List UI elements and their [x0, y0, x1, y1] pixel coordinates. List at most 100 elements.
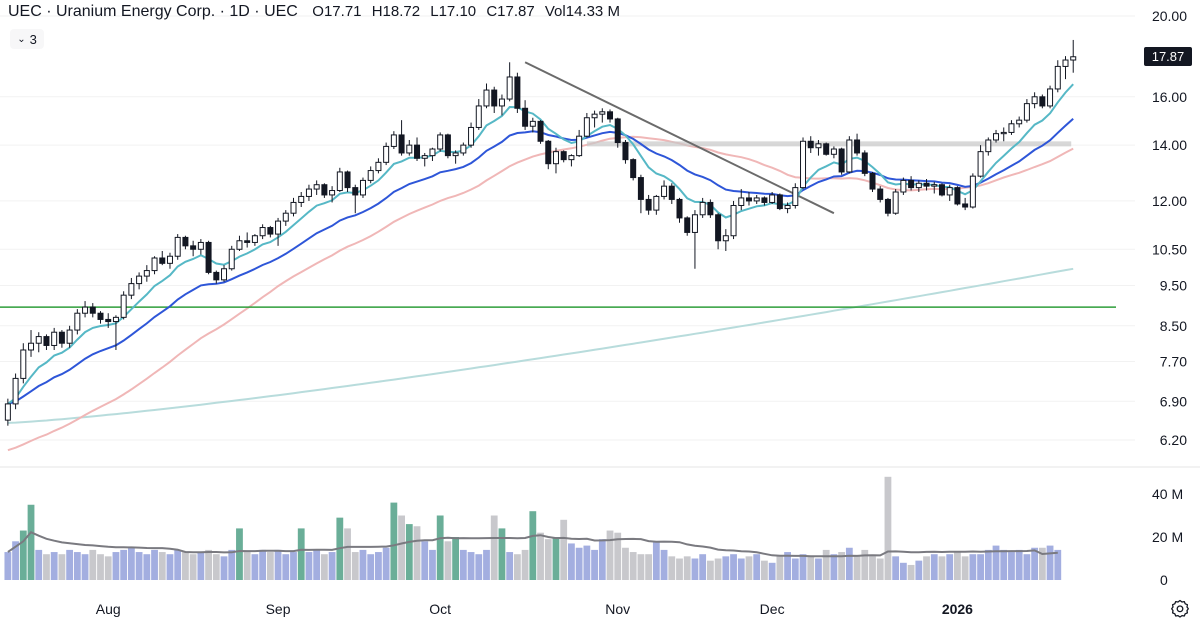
candle	[707, 199, 714, 218]
time-axis[interactable]: Aug Sep Oct Nov Dec 2026	[96, 601, 973, 617]
sma-200-path	[7, 267, 1074, 424]
candle	[915, 180, 922, 192]
candle-body-up	[82, 306, 89, 314]
candle	[776, 193, 783, 211]
downtrend-line[interactable]	[524, 61, 835, 215]
candle	[745, 191, 752, 206]
candle-body-up	[800, 140, 807, 189]
volume-bar	[915, 560, 923, 580]
candle	[892, 189, 899, 215]
candle-body-up	[166, 255, 173, 264]
high-value: H18.72	[371, 3, 421, 20]
candle-body-up	[112, 316, 119, 323]
candle-body-down	[1039, 96, 1046, 107]
candle-body-up	[136, 275, 143, 285]
volume-bar	[784, 552, 791, 580]
candle-body-up	[931, 184, 938, 187]
candle	[591, 110, 598, 128]
volume-bar	[861, 549, 869, 580]
volume-bar	[606, 530, 614, 580]
volume-bar	[699, 554, 707, 580]
symbol-title[interactable]: UEC · Uranium Energy Corp. · 1D · UEC	[8, 3, 298, 20]
candle	[792, 183, 799, 209]
candle-body-up	[375, 161, 382, 172]
volume-bar	[174, 549, 182, 580]
candle	[352, 184, 359, 214]
candle-body-up	[298, 195, 305, 203]
volume-axis[interactable]: 40 M 20 M 0	[1152, 486, 1183, 588]
volume-bar	[382, 547, 390, 580]
candle	[174, 234, 181, 260]
candle-body-down	[58, 331, 65, 344]
candle	[684, 216, 691, 236]
candle-body-up	[1054, 65, 1061, 90]
volume-bars	[4, 476, 1062, 580]
candle-body-up	[1047, 88, 1054, 107]
trendline[interactable]	[524, 61, 835, 215]
candle	[607, 109, 614, 123]
volume-bar	[745, 556, 753, 580]
open-value: O17.71	[312, 3, 362, 20]
candle	[583, 112, 590, 138]
candle-body-up	[437, 134, 444, 150]
volume-bar	[197, 552, 205, 580]
time-tick-label: Nov	[605, 601, 630, 617]
candle-body-up	[313, 184, 320, 190]
volume-bar	[97, 554, 104, 580]
candle-body-down	[159, 257, 166, 264]
candle-body-up	[846, 139, 853, 173]
price-tick-label: 20.00	[1152, 8, 1187, 24]
candle-body-down	[676, 198, 683, 219]
candle-body-down	[190, 245, 197, 250]
candle-body-down	[522, 107, 529, 127]
volume-bar	[815, 558, 822, 580]
candle-body-up	[468, 126, 475, 146]
chevron-down-icon: ⌄	[17, 33, 26, 45]
close-value: C17.87	[486, 3, 535, 20]
candle-body-up	[421, 155, 428, 159]
volume-bar	[127, 547, 135, 580]
candle	[830, 146, 837, 159]
volume-bar	[58, 554, 66, 580]
volume-bar	[598, 539, 606, 580]
candle	[954, 186, 961, 206]
volume-bar	[791, 558, 799, 580]
candle	[429, 147, 436, 161]
candle	[244, 232, 251, 248]
volume-bar	[251, 554, 259, 580]
volume-bar	[436, 515, 444, 580]
candle	[753, 194, 760, 204]
candle	[722, 229, 729, 252]
candle	[12, 373, 19, 410]
candle-body-up	[359, 179, 366, 196]
candle	[1023, 99, 1030, 123]
indicators-toggle-button[interactable]: ⌄ 3	[10, 29, 44, 49]
candle-body-down	[645, 198, 652, 211]
gear-icon[interactable]	[1170, 598, 1190, 618]
candle-body-up	[1023, 103, 1030, 121]
volume-bar	[529, 511, 537, 580]
volume-bar	[645, 554, 653, 580]
volume-bar	[236, 528, 243, 580]
candle-body-down	[861, 152, 868, 174]
candle	[946, 184, 953, 201]
candle	[568, 154, 575, 167]
candle-body-down	[745, 197, 752, 202]
price-axis[interactable]: 20.00 16.00 14.00 12.00 10.50 9.50 8.50 7.70 6.9…	[1152, 8, 1187, 448]
volume-bar	[467, 552, 475, 580]
candle-body-down	[823, 143, 830, 155]
candle-body-down	[908, 179, 915, 189]
candle	[66, 325, 73, 348]
candle	[359, 177, 366, 198]
volume-bar	[845, 547, 853, 580]
volume-bar	[297, 528, 305, 580]
volume-bar	[351, 552, 359, 580]
candle-body-up	[483, 89, 490, 107]
volume-bar	[135, 552, 143, 580]
volume-bar	[290, 552, 297, 580]
volume-bar	[1023, 554, 1031, 580]
volume-bar	[483, 549, 490, 580]
candle	[159, 251, 166, 266]
